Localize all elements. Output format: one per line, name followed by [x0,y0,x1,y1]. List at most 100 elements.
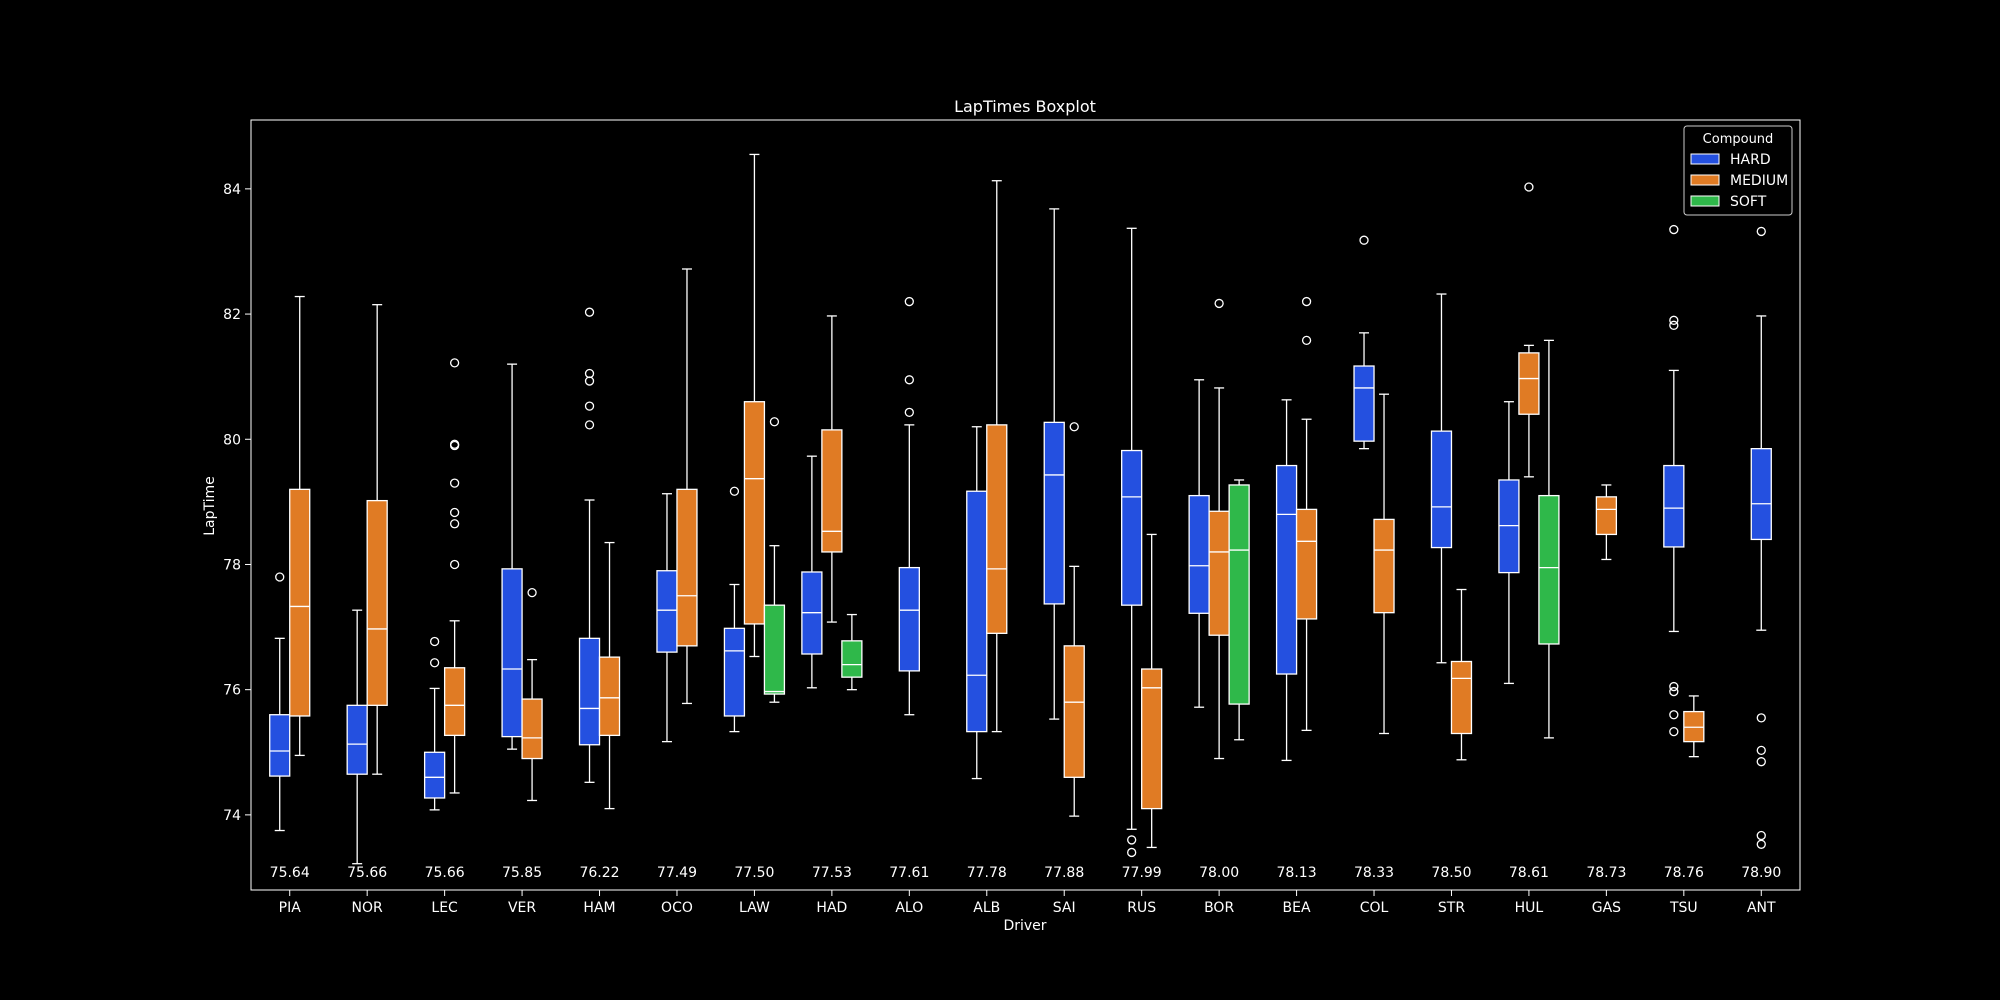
box-medium-lec [443,358,466,794]
y-tick-label: 78 [223,557,241,573]
box-soft-hul [1538,339,1560,739]
box-medium-col [1373,393,1395,735]
y-axis: 74 76 78 80 82 84 [223,182,251,824]
box-iqr [1208,510,1230,636]
median-label: 78.50 [1431,865,1471,881]
box-medium-gas [1595,484,1618,561]
outlier-point [1069,422,1079,432]
box-iqr [1295,508,1318,620]
outlier-point [1669,681,1679,692]
box-hard-pia [269,572,291,832]
box-series-layer [269,153,1772,865]
box-soft-bor [1228,479,1250,741]
box-iqr [1141,668,1163,810]
median-label: 77.61 [889,865,929,881]
outlier-point [449,519,460,529]
median-label: 78.13 [1277,865,1317,881]
x-tick-label-bor: BOR [1204,900,1234,916]
plot-area-frame [250,119,1801,891]
box-iqr [423,751,446,799]
box-iqr [1121,449,1143,606]
outlier-point [1669,224,1679,235]
median-label: 78.00 [1199,865,1239,881]
box-hard-had [801,455,823,689]
outlier-point [449,478,460,488]
median-label: 77.53 [812,865,852,881]
x-axis: PIA NOR LEC VER HAM OCO LAW HAD ALO ALB SAI RUS BOR B… [279,890,1776,916]
box-medium-ham [598,541,621,810]
median-label: 76.22 [579,865,619,881]
median-label: 78.73 [1586,865,1626,881]
box-iqr [1538,494,1560,645]
legend-label-medium: MEDIUM [1730,173,1788,189]
box-iqr [269,714,291,777]
x-tick-label-hul: HUL [1515,900,1544,916]
box-medium-alb [986,180,1008,733]
outlier-point [904,375,914,385]
box-iqr [1750,448,1772,541]
outlier-point [584,420,595,430]
outlier-point [1756,745,1766,756]
box-medium-sai [1063,422,1085,817]
x-tick-label-tsu: TSU [1669,900,1698,916]
outlier-point [429,658,440,668]
box-iqr [1353,365,1375,442]
box-iqr [289,488,311,717]
box-medium-str [1450,588,1473,761]
box-iqr [521,698,543,760]
outlier-point [1669,710,1679,720]
outlier-point [275,572,285,582]
y-tick-label: 84 [223,182,241,198]
box-iqr [598,656,621,737]
median-label: 77.49 [657,865,697,881]
box-iqr [346,704,368,775]
x-tick-label-sai: SAI [1053,900,1076,916]
x-tick-label-had: HAD [816,900,847,916]
box-iqr [1275,464,1298,675]
box-iqr [743,401,766,625]
x-tick-label-bea: BEA [1283,900,1311,916]
x-tick-label-pia: PIA [279,900,302,916]
box-soft-had [841,613,863,691]
median-label: 77.50 [734,865,774,881]
box-hard-rus [1121,227,1143,858]
outlier-point [449,439,460,449]
outlier-point [1756,757,1766,767]
outlier-point [729,486,740,496]
outlier-point [1127,847,1137,858]
median-label: 75.66 [425,865,465,881]
outlier-point [1669,686,1679,697]
chart-title: LapTimes Boxplot [954,97,1096,116]
box-medium-oco [676,268,698,705]
outlier-point [1214,298,1224,309]
outlier-point [1359,235,1369,245]
box-hard-lec [423,636,446,811]
x-tick-label-ver: VER [508,900,536,916]
x-tick-label-law: LAW [739,900,770,916]
box-iqr [578,637,601,746]
box-hard-oco [656,493,678,743]
box-iqr [1663,464,1685,548]
y-tick-label: 80 [223,432,241,448]
box-iqr [723,627,746,717]
outlier-point [1301,296,1312,307]
outlier-point [429,636,440,647]
box-medium-nor [366,304,388,775]
median-label: 75.64 [270,865,310,881]
outlier-point [769,417,780,427]
box-iqr [1228,484,1250,705]
x-tick-label-alb: ALB [973,900,1000,916]
x-tick-label-gas: GAS [1592,900,1621,916]
legend-swatch-hard [1690,153,1720,165]
box-iqr [1188,494,1210,614]
x-tick-label-ham: HAM [583,900,615,916]
outlier-point [1669,315,1679,325]
box-hard-law [723,486,746,733]
median-label: 77.88 [1044,865,1084,881]
box-hard-tsu [1663,224,1685,737]
median-label: 78.33 [1354,865,1394,881]
median-label: 78.90 [1741,865,1781,881]
box-iqr [1043,421,1065,605]
x-tick-label-oco: OCO [661,900,693,916]
box-iqr [501,568,523,738]
